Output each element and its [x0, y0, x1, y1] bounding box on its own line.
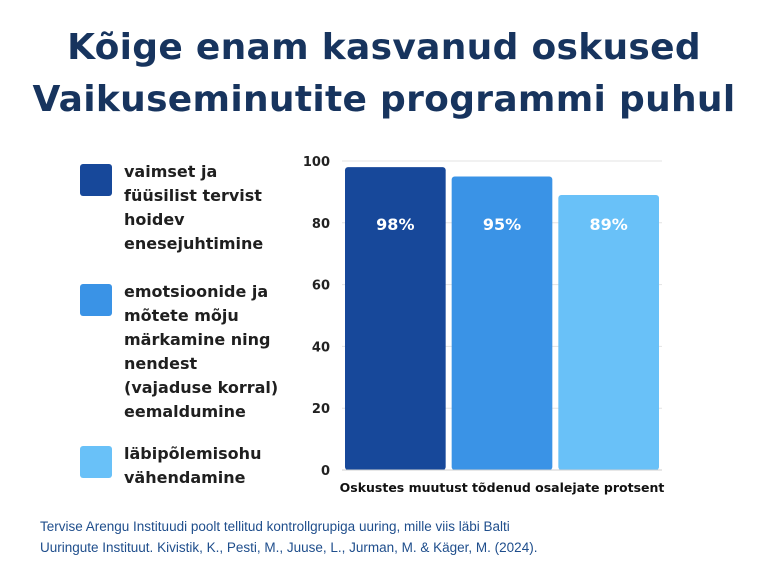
- y-tick-label: 40: [312, 340, 330, 355]
- legend-item-2: emotsioonide ja mõtete mõju märkamine ni…: [80, 280, 294, 424]
- legend-label-1: vaimset ja füüsilist tervist hoidev enes…: [124, 162, 264, 253]
- legend-swatch-3: [80, 446, 112, 478]
- data-label: 89%: [590, 215, 628, 234]
- bar-chart: 0 20 40 60 80 100 98% 95% 89% Oskustes muutust tõ…: [303, 155, 665, 495]
- bar: [345, 167, 446, 470]
- y-tick-label: 20: [312, 402, 330, 417]
- legend-item-3: läbipõlemisohu vähendamine: [80, 442, 294, 490]
- caption-line-2: Uuringute Instituut. Kivistik, K., Pesti…: [40, 540, 538, 555]
- legend-label-3: läbipõlemisohu vähendamine: [124, 444, 262, 487]
- data-label: 95%: [483, 215, 521, 234]
- caption-line-1: Tervise Arengu Instituudi poolt tellitud…: [40, 519, 510, 534]
- legend-swatch-1: [80, 164, 112, 196]
- legend-label-2: emotsioonide ja mõtete mõju märkamine ni…: [124, 282, 279, 421]
- bar: [451, 176, 553, 470]
- title-line-1: Kõige enam kasvanud oskused: [67, 27, 701, 68]
- legend-swatch-2: [80, 284, 112, 316]
- title-line-2: Vaikuseminutite programmi puhul: [32, 79, 736, 120]
- source-caption: Tervise Arengu Instituudi poolt tellitud…: [40, 516, 740, 558]
- data-label: 98%: [376, 215, 414, 234]
- y-tick-label: 60: [312, 279, 330, 294]
- y-tick-label: 100: [303, 155, 330, 170]
- legend-item-1: vaimset ja füüsilist tervist hoidev enes…: [80, 160, 294, 256]
- bar: [558, 194, 659, 471]
- x-axis-label: Oskustes muutust tõdenud osalejate prots…: [340, 480, 665, 495]
- chart-title: Kõige enam kasvanud oskused Vaikuseminut…: [0, 22, 768, 126]
- y-tick-label: 0: [321, 464, 330, 479]
- y-tick-label: 80: [312, 217, 330, 232]
